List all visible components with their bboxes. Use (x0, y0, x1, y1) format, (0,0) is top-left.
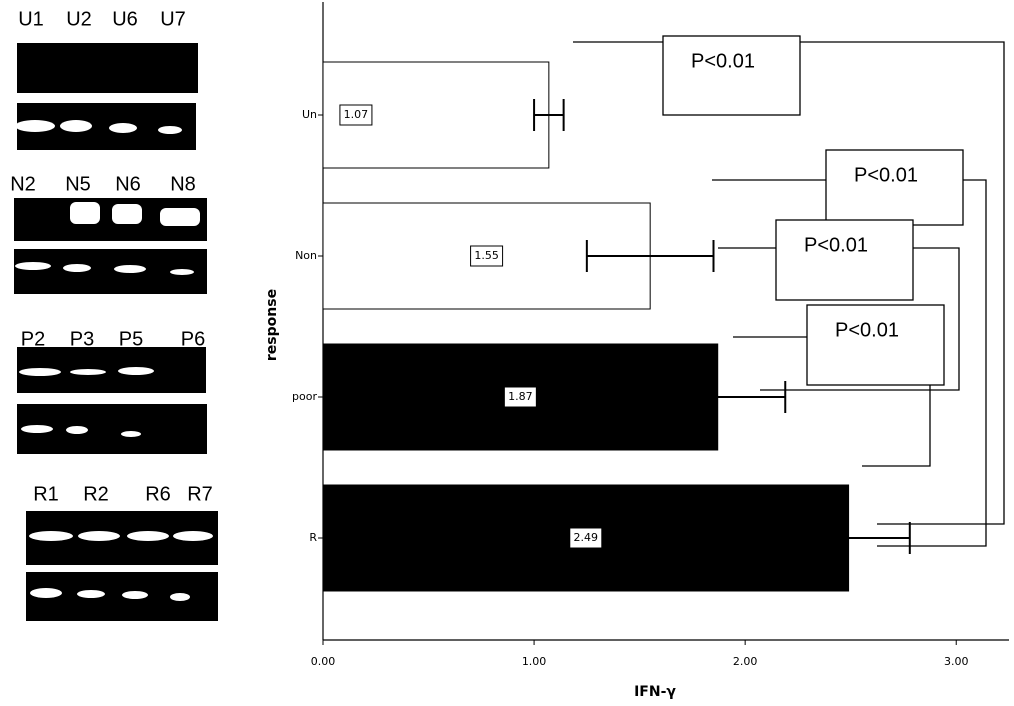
annotation: P<0.01 (691, 50, 755, 72)
lane-label: N6 (115, 173, 141, 195)
annotation-box (826, 150, 963, 225)
gel (17, 43, 198, 93)
annotation-box (807, 305, 944, 385)
y-axis-title: response (264, 289, 280, 361)
lane-label: N2 (10, 173, 36, 195)
y-tick-label: Non (295, 249, 317, 262)
x-tick-label: 2.00 (733, 655, 758, 668)
x-axis-title: IFN-γ (634, 684, 676, 700)
lane-label: R7 (187, 483, 213, 505)
value-label: 1.07 (344, 108, 369, 121)
lane-label: U2 (66, 8, 92, 30)
lane-label: N5 (65, 173, 91, 195)
annotation: P<0.01 (835, 319, 899, 341)
lane-label: U6 (112, 8, 138, 30)
figure: U1 U2 U6 U7 N2 N5 N6 N8 P2 P3 P5 P6 R1 R2 R6 R7 0.00 1.00… (0, 0, 1014, 706)
lane-label: R6 (145, 483, 171, 505)
annotation: P<0.01 (804, 234, 868, 256)
lane-label: R1 (33, 483, 59, 505)
x-tick-label: 3.00 (944, 655, 969, 668)
value-label: 2.49 (574, 531, 599, 544)
lane-label: N8 (170, 173, 196, 195)
lane-label: P2 (21, 328, 45, 350)
value-label: 1.87 (508, 390, 533, 403)
y-tick-label: R (309, 531, 317, 544)
annotation: P<0.01 (854, 164, 918, 186)
lane-label: R2 (83, 483, 109, 505)
x-tick-label: 1.00 (522, 655, 547, 668)
y-tick-label: poor (292, 390, 317, 403)
lane-label: P5 (119, 328, 143, 350)
value-label: 1.55 (474, 249, 499, 262)
lane-label: U7 (160, 8, 186, 30)
annotation-box (776, 220, 913, 300)
lane-label: P6 (181, 328, 205, 350)
lane-label: U1 (18, 8, 44, 30)
y-tick-label: Un (302, 108, 317, 121)
x-tick-label: 0.00 (311, 655, 336, 668)
lane-label: P3 (70, 328, 94, 350)
annotation-box (663, 36, 800, 115)
